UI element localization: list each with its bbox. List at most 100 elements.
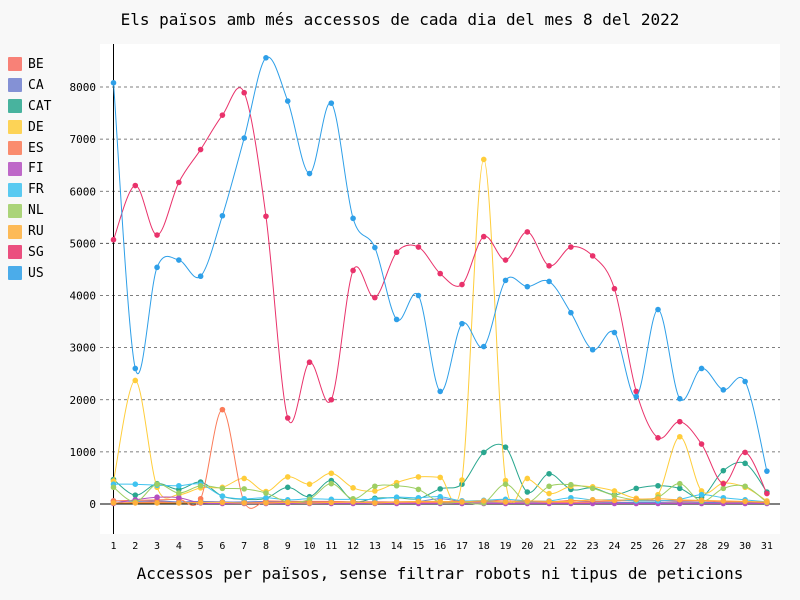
y-tick-label: 3000 (70, 342, 97, 355)
data-point-sg (393, 249, 400, 256)
data-point-de (263, 488, 269, 495)
data-point-de (764, 498, 770, 504)
legend: BE CA CAT DE ES FI FR NL RU SG US (8, 54, 51, 284)
data-point-us (589, 346, 596, 353)
data-point-de (372, 488, 378, 494)
data-point-de (546, 490, 552, 497)
data-point-us (110, 80, 117, 86)
data-point-us (698, 365, 705, 372)
data-point-nl (372, 483, 378, 490)
data-point-ru (633, 496, 640, 503)
data-point-nl (132, 499, 139, 505)
data-point-sg (110, 236, 117, 243)
x-tick-label: 31 (761, 541, 773, 552)
data-point-de (633, 495, 640, 502)
data-point-be (350, 499, 356, 506)
series-line-ru (113, 498, 767, 504)
data-point-fr (241, 495, 247, 502)
data-point-ca (764, 500, 770, 506)
data-point-es (350, 499, 356, 505)
data-point-ru (241, 500, 247, 506)
data-point-be (328, 499, 335, 506)
data-point-fi (415, 500, 422, 507)
x-tick-label: 9 (285, 541, 291, 552)
data-point-fi (437, 500, 444, 507)
data-point-ca (110, 498, 117, 504)
data-point-ca (154, 498, 160, 504)
x-tick-label: 29 (717, 541, 729, 552)
data-point-sg (524, 229, 531, 235)
data-point-ru (197, 499, 204, 506)
legend-swatch (8, 245, 22, 260)
data-point-de (132, 377, 139, 384)
data-point-nl (502, 481, 509, 487)
data-point-de (415, 474, 422, 480)
data-point-fr (655, 498, 661, 504)
y-tick-label: 0 (89, 498, 96, 511)
legend-item-ca[interactable]: CA (8, 75, 51, 96)
x-tick-label: 15 (412, 541, 424, 552)
data-point-us (284, 98, 291, 104)
legend-item-nl[interactable]: NL (8, 200, 51, 221)
legend-item-cat[interactable]: CAT (8, 96, 51, 117)
data-point-be (372, 499, 378, 506)
data-point-es (154, 497, 160, 503)
data-point-ca (219, 499, 226, 505)
legend-label: CA (28, 77, 44, 93)
data-point-ru (437, 498, 444, 505)
data-point-cat (676, 485, 683, 492)
data-point-sg (568, 244, 574, 250)
data-point-fr (437, 493, 444, 500)
data-point-de (328, 470, 335, 477)
data-point-sg (742, 449, 748, 456)
legend-item-fi[interactable]: FI (8, 158, 51, 179)
data-point-fi (110, 500, 117, 507)
x-tick-label: 6 (219, 541, 225, 552)
data-point-es (764, 500, 770, 506)
legend-item-be[interactable]: BE (8, 54, 51, 75)
data-point-de (742, 484, 748, 491)
data-point-sg (219, 112, 226, 118)
legend-item-de[interactable]: DE (8, 117, 51, 138)
data-point-sg (480, 233, 487, 240)
legend-item-es[interactable]: ES (8, 138, 51, 159)
data-point-ca (176, 499, 182, 505)
data-point-fi (154, 494, 160, 501)
data-point-be (502, 499, 509, 506)
data-point-nl (437, 499, 444, 506)
data-point-nl (328, 480, 335, 487)
legend-item-us[interactable]: US (8, 263, 51, 284)
data-point-ru (502, 499, 509, 505)
series-line-sg (113, 87, 768, 494)
x-tick-label: 24 (608, 541, 620, 552)
series-line-fr (113, 483, 767, 503)
data-point-ca (502, 499, 509, 505)
data-point-de (589, 483, 596, 490)
data-point-cat (524, 489, 531, 495)
data-point-ru (328, 499, 335, 506)
data-point-es (589, 498, 596, 505)
data-point-fi (633, 500, 640, 507)
legend-item-sg[interactable]: SG (8, 242, 51, 263)
data-point-fr (720, 494, 727, 501)
data-point-cat (437, 486, 444, 492)
data-point-de (284, 474, 291, 480)
data-point-nl (633, 497, 640, 503)
data-point-ca (437, 495, 444, 502)
data-point-fi (720, 500, 727, 507)
data-point-ru (764, 499, 770, 505)
data-point-ca (241, 499, 247, 505)
data-point-es (546, 499, 552, 505)
legend-item-ru[interactable]: RU (8, 221, 51, 242)
data-point-es (698, 498, 705, 504)
data-point-ca (546, 499, 552, 505)
data-point-ru (350, 499, 356, 505)
data-point-cat (459, 481, 465, 487)
data-point-nl (154, 481, 160, 487)
data-point-es (328, 498, 335, 505)
legend-item-fr[interactable]: FR (8, 179, 51, 200)
legend-swatch (8, 224, 22, 239)
legend-label: US (28, 265, 44, 281)
data-point-us (633, 393, 640, 400)
